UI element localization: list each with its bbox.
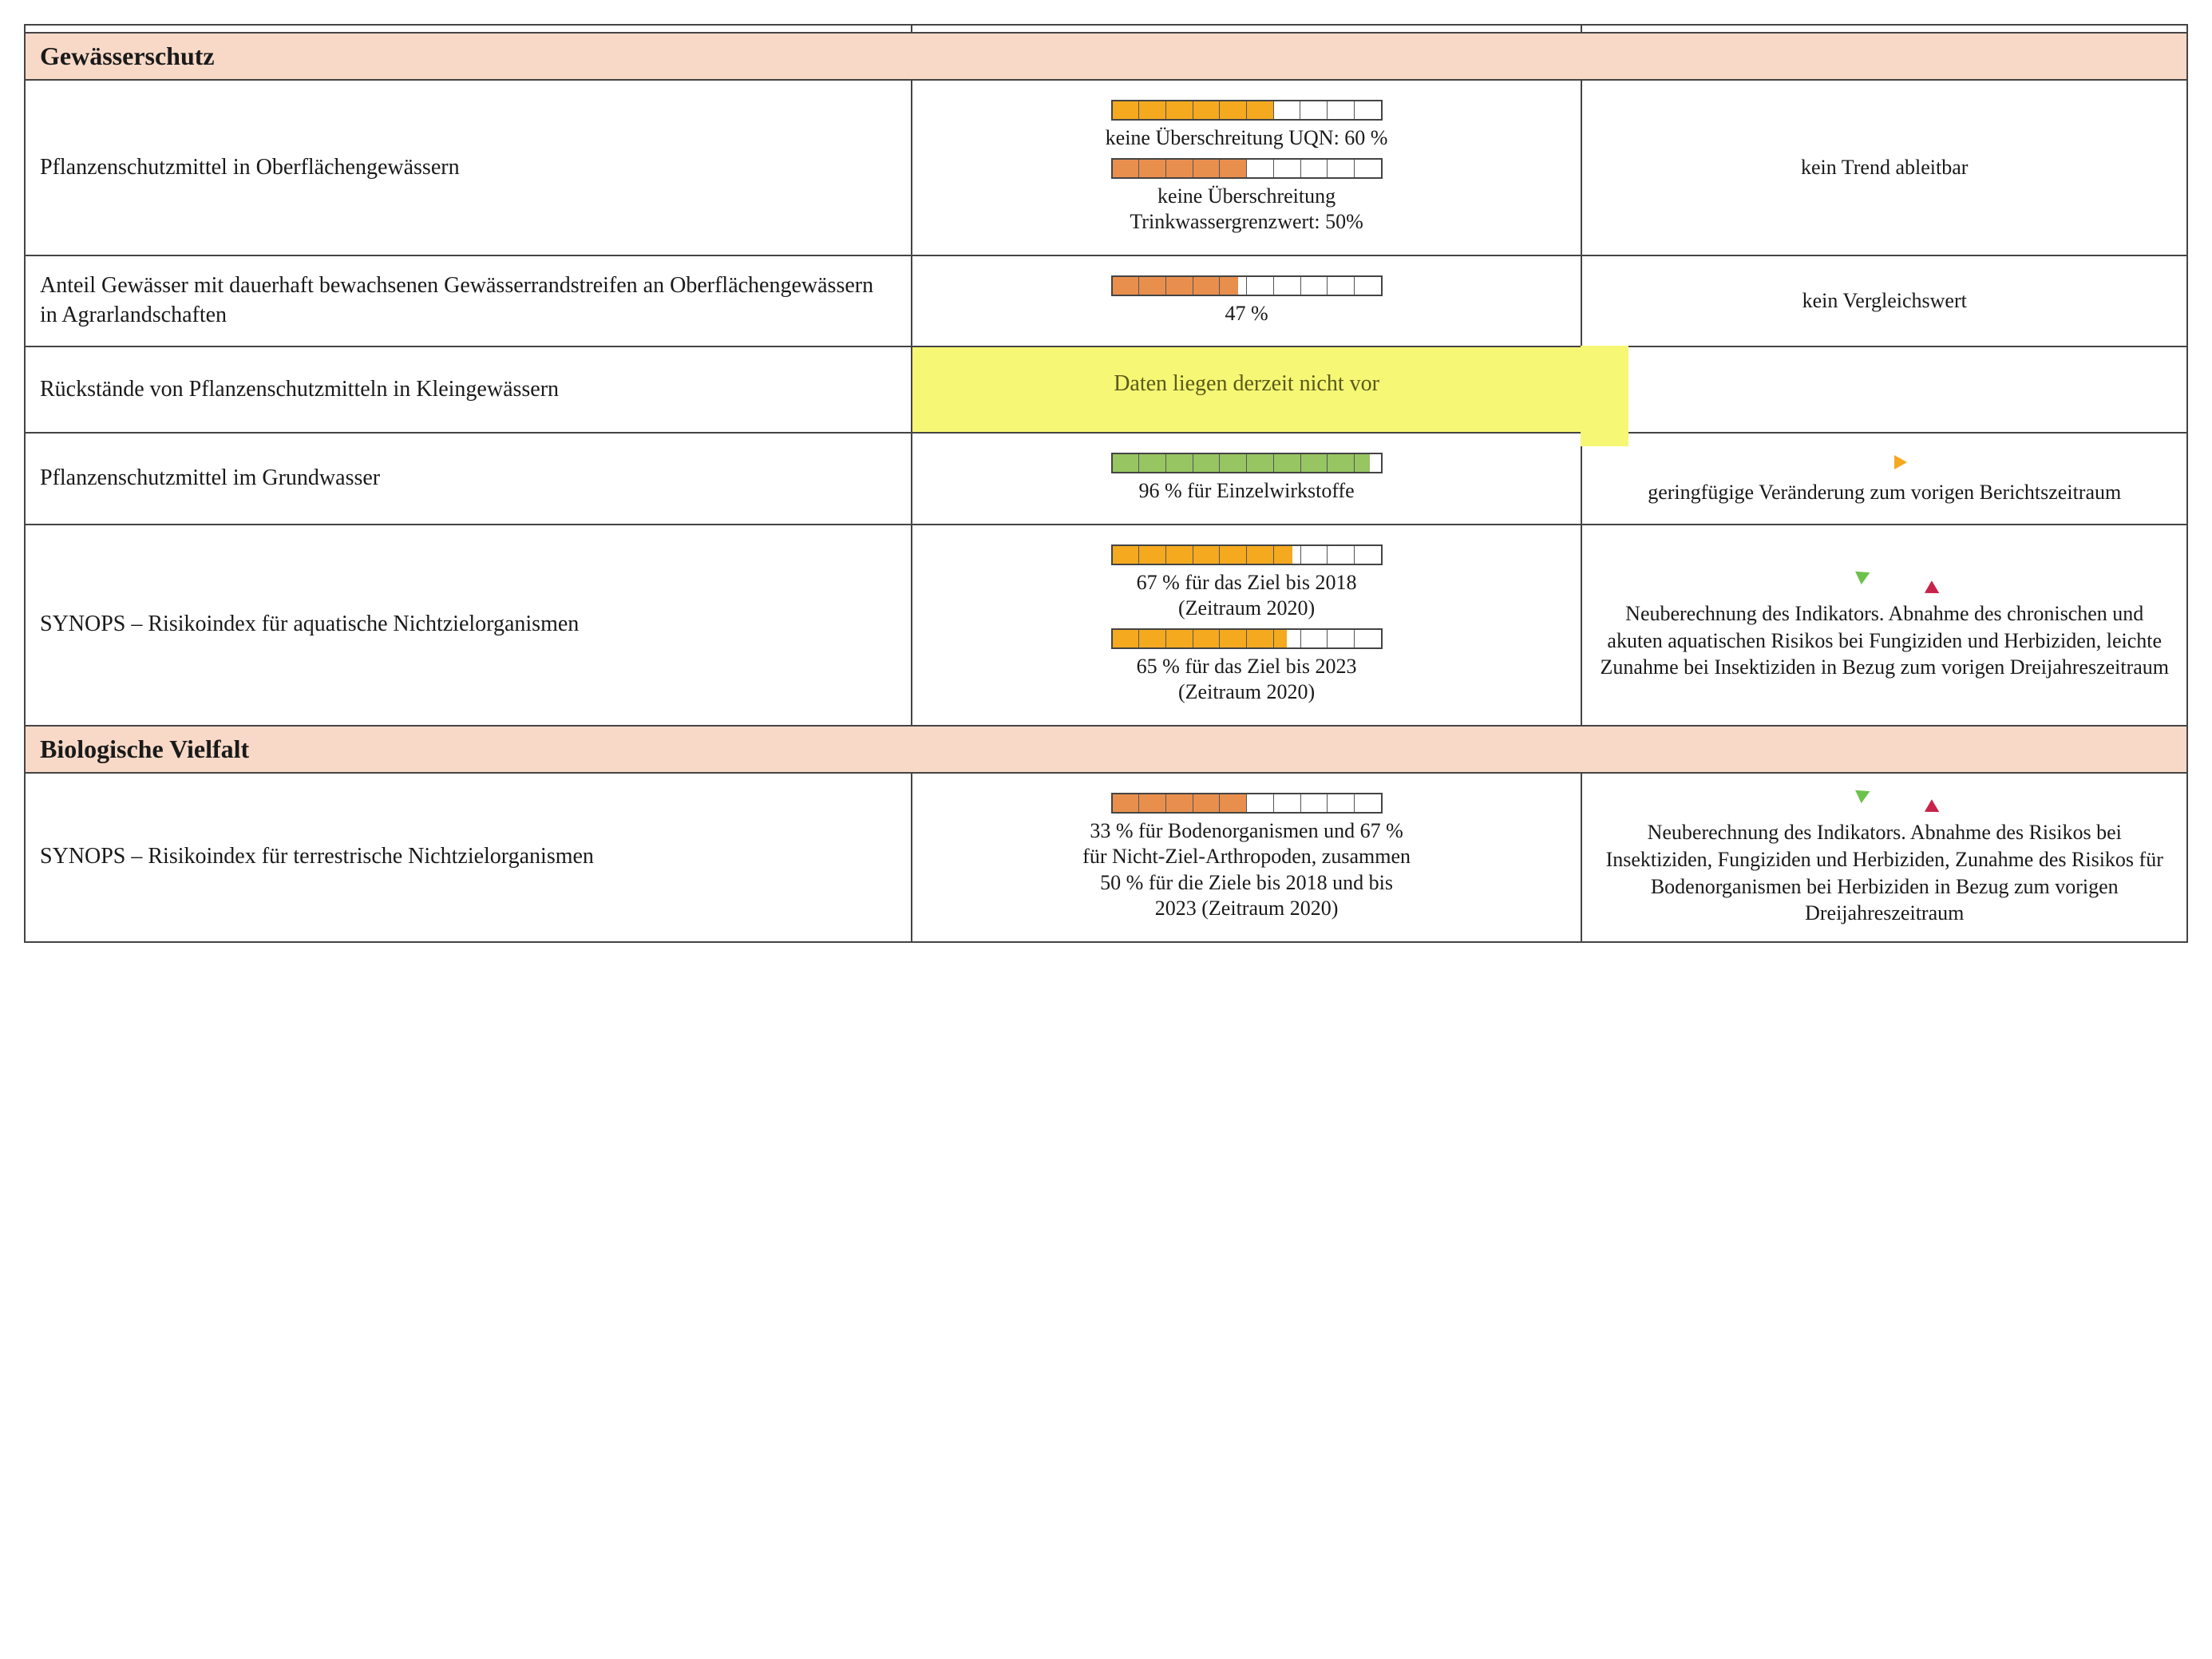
bar-caption: 67 % für das Ziel bis 2018 (Zeitraum 202…: [1103, 570, 1391, 622]
trend-arrows: [1597, 787, 2172, 814]
trend-cell: geringfügige Veränderung zum vorigen Ber…: [1581, 433, 2187, 525]
progress-bar: [1111, 100, 1383, 121]
table-row: [25, 25, 2187, 33]
table-row: Pflanzenschutzmittel in Oberflächengewäs…: [25, 80, 2187, 255]
arrow-down-right-icon: [1892, 558, 1947, 605]
status-cell: 96 % für Einzelwirkstoffe: [912, 433, 1582, 525]
indicator-label: SYNOPS – Risikoindex für terrestrische N…: [25, 773, 912, 942]
progress-bar: [1111, 453, 1383, 473]
indicator-label: SYNOPS – Risikoindex für aquatische Nich…: [25, 525, 912, 726]
status-cell: keine Überschreitung UQN: 60 % keine Übe…: [912, 80, 1582, 255]
arrow-up-right-icon: [1822, 560, 1877, 604]
indicator-label: Anteil Gewässer mit dauerhaft bewachsene…: [25, 255, 912, 347]
arrow-right-icon: [1861, 450, 1909, 474]
bar-caption: keine Überschreitung Trinkwassergrenzwer…: [1103, 184, 1391, 236]
trend-cell: [1581, 346, 2187, 433]
progress-bar: [1111, 544, 1383, 565]
bar-caption: 96 % für Einzelwirkstoffe: [1138, 478, 1354, 505]
no-data-text: Daten liegen derzeit nicht vor: [1114, 371, 1379, 397]
arrow-up-right-icon: [1822, 778, 1877, 823]
indicator-label: Pflanzenschutzmittel in Oberflächengewäs…: [25, 80, 912, 255]
section-header-biovielfalt: Biologische Vielfalt: [25, 726, 2187, 773]
table-row: Anteil Gewässer mit dauerhaft bewachsene…: [25, 255, 2187, 347]
trend-cell: kein Trend ableitbar: [1581, 80, 2187, 255]
highlight-box: Daten liegen derzeit nicht vor: [912, 347, 1581, 432]
trend-text: geringfügige Veränderung zum vorigen Ber…: [1597, 479, 2172, 506]
trend-cell: Neuberechnung des Indikators. Abnahme de…: [1581, 773, 2187, 942]
table-row: SYNOPS – Risikoindex für aquatische Nich…: [25, 525, 2187, 726]
bar-caption: 65 % für das Ziel bis 2023 (Zeitraum 202…: [1103, 654, 1391, 706]
indicators-table: Gewässerschutz Pflanzenschutzmittel in O…: [24, 24, 2188, 943]
indicator-label: Rückstände von Pflanzenschutzmitteln in …: [25, 346, 912, 433]
status-cell: Daten liegen derzeit nicht vor: [912, 346, 1582, 433]
status-cell: 47 %: [912, 255, 1582, 347]
trend-text: Neuberechnung des Indikators. Abnahme de…: [1597, 600, 2172, 681]
table-row: Rückstände von Pflanzenschutzmitteln in …: [25, 346, 2187, 433]
bar-caption: 47 %: [1225, 301, 1268, 327]
progress-bar: [1111, 158, 1383, 179]
section-title: Gewässerschutz: [25, 33, 2187, 80]
trend-cell: Neuberechnung des Indikators. Abnahme de…: [1581, 525, 2187, 726]
bar-caption: keine Überschreitung UQN: 60 %: [1106, 125, 1388, 152]
section-header-gewaesserschutz: Gewässerschutz: [25, 33, 2187, 80]
bar-caption: 33 % für Bodenorganismen und 67 % für Ni…: [1079, 818, 1415, 922]
section-title: Biologische Vielfalt: [25, 726, 2187, 773]
table-row: SYNOPS – Risikoindex für terrestrische N…: [25, 773, 2187, 942]
progress-bar: [1111, 793, 1383, 814]
trend-arrows: [1597, 568, 2172, 596]
trend-text: kein Vergleichswert: [1597, 287, 2172, 315]
trend-arrows: [1597, 450, 2172, 474]
status-cell: 67 % für das Ziel bis 2018 (Zeitraum 202…: [912, 525, 1582, 726]
table-row: Pflanzenschutzmittel im Grundwasser 96 %…: [25, 433, 2187, 525]
progress-bar: [1111, 275, 1383, 296]
arrow-down-right-icon: [1892, 777, 1947, 824]
progress-bar: [1111, 628, 1383, 649]
trend-text: Neuberechnung des Indikators. Abnahme de…: [1597, 819, 2172, 927]
indicator-label: Pflanzenschutzmittel im Grundwasser: [25, 433, 912, 525]
trend-text: kein Trend ableitbar: [1597, 154, 2172, 181]
status-cell: 33 % für Bodenorganismen und 67 % für Ni…: [912, 773, 1582, 942]
trend-cell: kein Vergleichswert: [1581, 255, 2187, 347]
